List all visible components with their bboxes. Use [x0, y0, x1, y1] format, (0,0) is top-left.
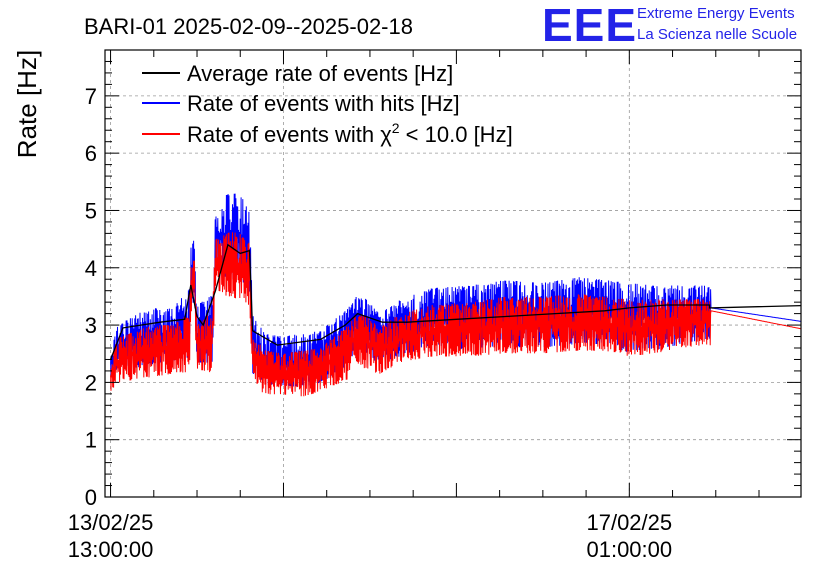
y-tick-label: 7	[85, 84, 97, 109]
plot-area	[105, 50, 801, 497]
x-tick-label-time: 01:00:00	[586, 537, 672, 562]
legend: Average rate of events [Hz] Rate of even…	[142, 61, 513, 147]
y-tick-label: 0	[85, 485, 97, 510]
logo-letters: EEE	[542, 0, 637, 51]
series-average-line	[109, 243, 801, 360]
plot-frame	[104, 49, 802, 498]
series-hits-line	[110, 193, 801, 388]
legend-label-hits: Rate of events with hits [Hz]	[187, 91, 460, 116]
legend-label-average: Average rate of events [Hz]	[187, 61, 453, 86]
logo-line-1: Extreme Energy Events	[637, 5, 795, 22]
legend-chi2-part-2: < 10.0 [Hz]	[400, 122, 513, 147]
logo-line-2: La Scienza nelle Scuole	[637, 26, 797, 43]
x-tick-label-time: 13:00:00	[68, 537, 154, 562]
y-axis-label: Rate [Hz]	[12, 50, 42, 158]
y-tick-label: 4	[85, 256, 97, 281]
legend-label-chi2: Rate of events with χ2 < 10.0 [Hz]	[187, 120, 513, 147]
chart-title: BARI-01 2025-02-09--2025-02-18	[84, 14, 413, 39]
legend-chi2-superscript: 2	[392, 120, 400, 136]
x-tick-label-date: 17/02/25	[586, 510, 672, 535]
eee-logo: EEE Extreme Energy Events La Scienza nel…	[542, 0, 797, 51]
y-tick-label: 2	[85, 370, 97, 395]
y-tick-label: 6	[85, 141, 97, 166]
y-tick-label: 5	[85, 198, 97, 223]
legend-chi2-part-1: Rate of events with χ	[187, 122, 392, 147]
x-tick-label-date: 13/02/25	[68, 510, 154, 535]
y-tick-label: 1	[85, 428, 97, 453]
series-chi2-line	[110, 232, 801, 397]
y-tick-label: 3	[85, 313, 97, 338]
